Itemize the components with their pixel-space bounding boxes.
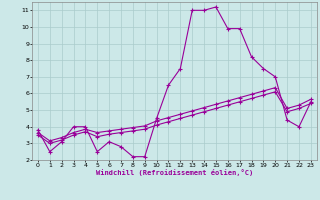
X-axis label: Windchill (Refroidissement éolien,°C): Windchill (Refroidissement éolien,°C) xyxy=(96,169,253,176)
